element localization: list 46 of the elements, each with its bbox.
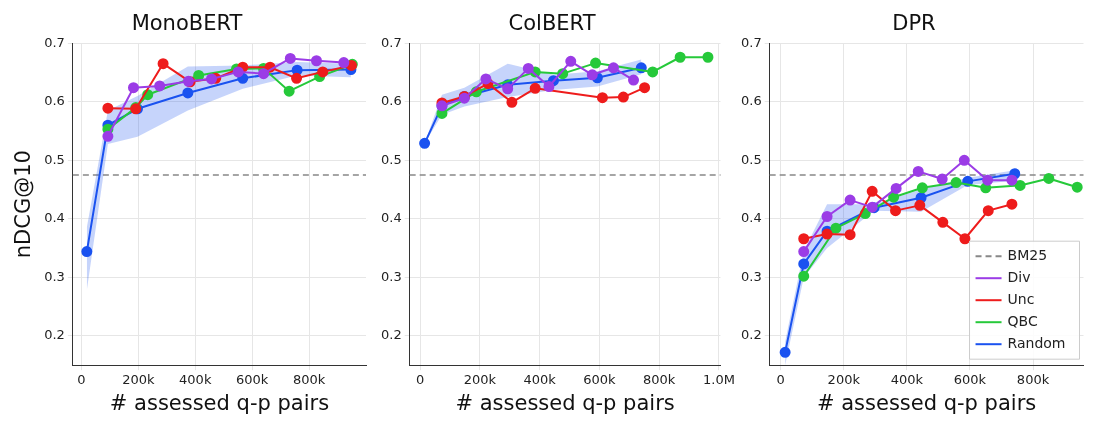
x-tick-label: 1.0M	[703, 372, 735, 388]
y-axis-title: nDCG@10	[11, 150, 36, 259]
x-tick-label: 0	[776, 372, 785, 388]
y-tick-label: 0.7	[380, 34, 402, 50]
x-tick-label: 800k	[1016, 372, 1050, 388]
y-tick-label: 0.4	[44, 210, 65, 226]
x-tick-label: 800k	[643, 372, 676, 388]
y-tick-label: 0.5	[44, 151, 65, 167]
y-tick-label: 0.2	[44, 327, 65, 343]
x-tick-label: 600k	[953, 372, 987, 388]
legend-label: Div	[1007, 268, 1031, 285]
x-tick-label: 400k	[890, 372, 924, 388]
y-tick-label: 0.2	[380, 327, 402, 343]
y-tick-label: 0.7	[44, 34, 65, 50]
legend-label: Random	[1007, 334, 1066, 351]
x-tick-label: 200k	[827, 372, 861, 388]
x-tick-label: 400k	[179, 372, 212, 388]
x-axis-title: # assessed q-p pairs	[455, 390, 675, 415]
y-tick-label: 0.3	[380, 268, 402, 284]
y-tick-label: 0.4	[740, 210, 762, 226]
x-tick-label: 200k	[463, 372, 497, 388]
x-tick-label: 800k	[292, 372, 326, 388]
y-tick-label: 0.7	[740, 34, 762, 50]
legend-label: Unc	[1007, 290, 1035, 307]
legend-label: QBC	[1007, 312, 1038, 329]
chart-title: DPR	[892, 11, 936, 36]
x-axis-title: # assessed q-p pairs	[109, 390, 330, 415]
chart-title: MonoBERT	[131, 11, 243, 36]
x-axis-title: # assessed q-p pairs	[816, 390, 1037, 415]
y-tick-label: 0.6	[740, 93, 762, 109]
y-tick-label: 0.2	[740, 327, 762, 343]
y-tick-label: 0.3	[44, 268, 65, 284]
x-tick-label: 0	[415, 372, 425, 388]
x-tick-label: 400k	[523, 372, 557, 388]
y-tick-label: 0.6	[44, 93, 65, 109]
x-tick-label: 600k	[583, 372, 617, 388]
y-tick-label: 0.6	[380, 93, 402, 109]
y-tick-label: 0.4	[380, 210, 402, 226]
legend-label: BM25	[1007, 246, 1048, 263]
y-tick-label: 0.5	[380, 151, 402, 167]
y-tick-label: 0.3	[740, 268, 762, 284]
chart-title: ColBERT	[508, 11, 596, 36]
x-tick-label: 200k	[122, 372, 155, 388]
x-tick-label: 600k	[235, 372, 269, 388]
x-tick-label: 0	[77, 372, 86, 388]
y-tick-label: 0.5	[740, 151, 762, 167]
